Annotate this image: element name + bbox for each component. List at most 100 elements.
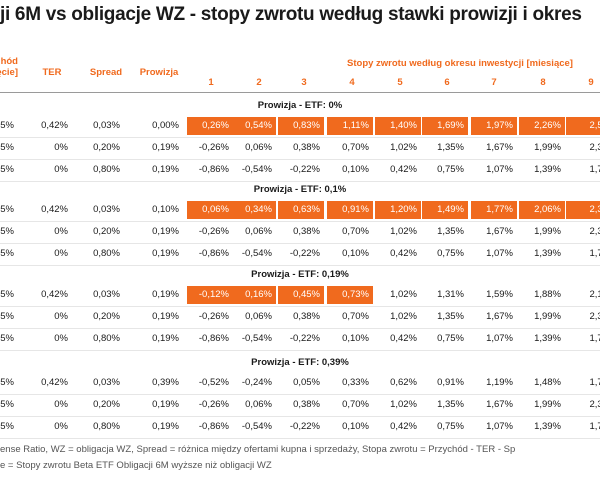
period-col-1: 1 (208, 77, 214, 88)
section-label: Prowizja - ETF: 0% (257, 100, 343, 111)
return-cell-1: -0,12% (187, 286, 233, 304)
return-cell-4: 0,70% (342, 311, 369, 322)
return-cell-1: -0,26% (198, 226, 229, 237)
return-cell-6: 0,75% (437, 248, 464, 259)
param-cell: 0,19% (152, 311, 179, 322)
return-cell-1: -0,86% (198, 164, 229, 175)
row-divider (0, 306, 600, 307)
param-cell: 0,80% (93, 333, 120, 344)
table-row: 85% 0% 0,80% 0,19% -0,86% -0,54% -0,22% 0,10% 0,… (0, 328, 600, 350)
param-cell: 0,80% (93, 164, 120, 175)
row-divider (0, 265, 600, 266)
param-cell: 0,19% (152, 421, 179, 432)
return-cell-7: 1,77% (471, 201, 517, 219)
row-divider (0, 181, 600, 182)
table-row: 85% 0% 0,80% 0,19% -0,86% -0,54% -0,22% 0,10% 0,… (0, 243, 600, 265)
param-cell: 0,19% (152, 333, 179, 344)
param-cell: 0,80% (93, 248, 120, 259)
return-cell-8: 1,39% (534, 248, 561, 259)
param-cell: 85% (0, 164, 14, 175)
row-divider (0, 350, 600, 351)
table-row: 85% 0,42% 0,03% 0,19% -0,12%0,16%0,45%0,73% 1… (0, 284, 600, 306)
param-cell: 0,20% (93, 226, 120, 237)
param-cell: 85% (0, 333, 14, 344)
param-cell: 85% (0, 421, 14, 432)
return-cell-8: 1,99% (534, 142, 561, 153)
param-cell: 0% (54, 333, 68, 344)
return-cell-9: 1,71 (589, 421, 600, 432)
param-cell: 0% (54, 164, 68, 175)
return-cell-2: 0,06% (245, 142, 272, 153)
section-label: Prowizja - ETF: 0,39% (251, 357, 349, 368)
return-cell-9: 2,31 (589, 226, 600, 237)
period-col-3: 3 (301, 77, 307, 88)
table-row: 85% 0% 0,20% 0,19% -0,26% 0,06% 0,38% 0,70% 1,02… (0, 221, 600, 243)
param-cell: 0,19% (152, 226, 179, 237)
return-cell-8: 2,26% (519, 117, 565, 135)
return-cell-4: 0,10% (342, 421, 369, 432)
return-cell-5: 1,02% (390, 311, 417, 322)
row-divider (0, 159, 600, 160)
return-cell-8: 1,99% (534, 226, 561, 237)
return-cell-5: 0,62% (390, 377, 417, 388)
return-cell-1: -0,26% (198, 311, 229, 322)
return-cell-2: 0,06% (245, 311, 272, 322)
row-divider (0, 394, 600, 395)
return-cell-7: 1,07% (486, 333, 513, 344)
return-cell-1: -0,86% (198, 421, 229, 432)
return-cell-7: 1,07% (486, 164, 513, 175)
return-cell-3: 0,63% (278, 201, 324, 219)
param-cell: 0% (54, 399, 68, 410)
param-cell: 85% (0, 248, 14, 259)
return-cell-8: 1,48% (534, 377, 561, 388)
return-cell-8: 1,99% (534, 399, 561, 410)
return-cell-1: 0,06% (187, 201, 233, 219)
return-cell-4: 0,73% (327, 286, 373, 304)
return-cell-4: 0,10% (342, 333, 369, 344)
param-cell: 0,00% (152, 120, 179, 131)
return-cell-5: 0,42% (390, 333, 417, 344)
return-cell-9: 2,31 (589, 311, 600, 322)
return-cell-1: -0,86% (198, 333, 229, 344)
row-divider (0, 221, 600, 222)
return-cell-1: -0,26% (198, 142, 229, 153)
return-cell-4: 0,91% (327, 201, 373, 219)
param-cell: 85% (0, 142, 14, 153)
table-row: 85%0,42%0,03%0,10%0,06%0,34%0,63%0,91%1,… (0, 199, 600, 221)
return-cell-5: 0,42% (390, 421, 417, 432)
table-row: 85% 0% 0,20% 0,19% -0,26% 0,06% 0,38% 0,70% 1,02… (0, 137, 600, 159)
return-cell-1: -0,86% (198, 248, 229, 259)
przychod-header: hód ięcie] (0, 56, 18, 78)
return-cell-2: -0,54% (241, 164, 272, 175)
return-cell-4: 0,33% (342, 377, 369, 388)
return-cell-5: 1,20% (375, 201, 421, 219)
return-cell-6: 1,35% (437, 226, 464, 237)
return-cell-9: 1,71 (589, 248, 600, 259)
return-cell-3: -0,22% (289, 421, 320, 432)
return-cell-3: 0,38% (293, 226, 320, 237)
return-cell-3: 0,83% (278, 117, 324, 135)
return-cell-8: 1,99% (534, 311, 561, 322)
param-cell: 0,20% (93, 142, 120, 153)
return-cell-4: 1,11% (327, 117, 373, 135)
return-cell-1: -0,26% (198, 399, 229, 410)
return-cell-7: 1,67% (486, 399, 513, 410)
section-label: Prowizja - ETF: 0,1% (253, 184, 347, 195)
return-cell-7: 1,67% (486, 142, 513, 153)
return-cell-2: 0,34% (230, 201, 276, 219)
return-cell-4: 0,70% (342, 142, 369, 153)
return-cell-4: 0,10% (342, 164, 369, 175)
param-cell: 85% (0, 204, 14, 215)
return-cell-6: 0,91% (437, 377, 464, 388)
period-col-6: 6 (444, 77, 450, 88)
return-cell-7: 1,59% (486, 289, 513, 300)
return-cell-7: 1,19% (486, 377, 513, 388)
param-cell: 0% (54, 248, 68, 259)
return-cell-9: 2,16 (589, 289, 600, 300)
table-row: 85% 0% 0,80% 0,19% -0,86% -0,54% -0,22% 0,10% 0,… (0, 416, 600, 438)
param-cell: 0% (54, 142, 68, 153)
param-cell: 0,19% (152, 289, 179, 300)
return-cell-6: 0,75% (437, 333, 464, 344)
return-cell-5: 1,02% (390, 226, 417, 237)
return-cell-9: 2,31 (589, 142, 600, 153)
